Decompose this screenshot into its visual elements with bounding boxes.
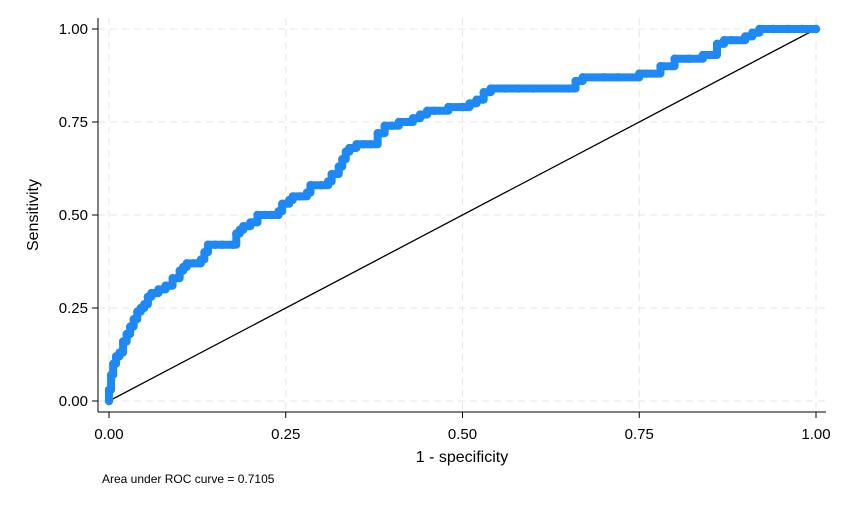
roc-point: [260, 210, 269, 220]
roc-point: [323, 177, 333, 186]
roc-point: [366, 140, 375, 149]
roc-point: [472, 95, 481, 104]
roc-point: [465, 99, 474, 108]
roc-point: [380, 121, 389, 130]
roc-point: [253, 210, 262, 220]
roc-point: [415, 110, 425, 119]
roc-point: [500, 84, 510, 93]
roc-point: [334, 162, 343, 171]
roc-point: [748, 28, 757, 37]
roc-point: [168, 274, 177, 283]
series-layer: [104, 24, 821, 406]
roc-point: [564, 84, 573, 93]
roc-point: [203, 240, 213, 249]
roc-point: [359, 140, 368, 149]
roc-point: [196, 255, 206, 264]
roc-point: [479, 88, 488, 97]
roc-point: [705, 50, 715, 60]
x-tick-label-2: 0.50: [448, 426, 477, 443]
roc-point: [529, 84, 538, 93]
roc-point: [129, 314, 138, 324]
x-tick-label-4: 1.00: [801, 426, 830, 443]
roc-point: [599, 73, 609, 82]
y-tick-label-0: 0.00: [59, 393, 88, 410]
roc-point: [698, 50, 708, 60]
roc-point: [458, 102, 467, 112]
roc-point: [306, 181, 315, 190]
roc-point: [274, 207, 283, 216]
roc-point: [154, 285, 163, 294]
roc-point: [228, 240, 237, 249]
roc-point: [783, 24, 792, 34]
y-axis-title: Sensitivity: [25, 179, 42, 251]
roc-point: [755, 24, 764, 34]
x-tick-label-0: 0.00: [94, 426, 123, 443]
roc-point: [182, 259, 191, 268]
y-tick-label-4: 1.00: [59, 21, 88, 38]
roc-point: [338, 155, 347, 164]
roc-point: [302, 188, 312, 197]
y-tick-label-2: 0.50: [59, 207, 88, 224]
roc-point: [394, 117, 404, 127]
roc-point: [486, 84, 495, 93]
roc-point: [719, 35, 729, 45]
roc-point: [422, 106, 432, 116]
roc-point: [122, 329, 131, 339]
roc-point: [741, 32, 750, 41]
roc-point: [267, 210, 276, 220]
x-tick-label-1: 0.25: [271, 426, 300, 443]
axes-layer: 0.00 0.25 0.50 0.75 1.00 0.00 0.25 0.50 0.75 1.00: [59, 18, 831, 443]
roc-point: [387, 121, 396, 130]
roc-point: [104, 396, 114, 406]
roc-point: [239, 221, 248, 231]
grid-layer: [98, 18, 826, 412]
roc-point: [345, 143, 354, 153]
roc-point: [578, 73, 587, 82]
roc-point: [373, 128, 382, 138]
roc-point: [514, 84, 524, 93]
roc-point: [769, 24, 778, 34]
roc-point: [115, 348, 124, 357]
roc-point: [288, 192, 298, 201]
y-tick-label-3: 0.75: [59, 114, 88, 131]
roc-point: [613, 73, 623, 82]
roc-point: [430, 106, 439, 116]
roc-point: [571, 76, 580, 86]
roc-point: [189, 259, 199, 268]
roc-point: [797, 24, 807, 34]
roc-point: [656, 61, 665, 71]
roc-point: [161, 281, 170, 290]
roc-point: [217, 240, 227, 249]
roc-point: [327, 169, 336, 179]
reference-line: [108, 28, 817, 402]
roc-point: [670, 54, 679, 63]
roc-point: [246, 218, 255, 227]
roc-point: [811, 24, 821, 34]
roc-point: [712, 39, 722, 49]
x-axis-title: 1 - specificity: [416, 449, 508, 466]
roc-point: [295, 192, 305, 201]
roc-point: [642, 69, 651, 78]
roc-point: [140, 300, 149, 309]
roc-point: [726, 35, 736, 45]
roc-point: [126, 322, 135, 331]
roc-point: [635, 69, 644, 78]
roc-point: [104, 385, 114, 395]
roc-point: [278, 199, 287, 209]
roc-point: [316, 181, 326, 190]
roc-point: [684, 54, 693, 63]
x-tick-label-3: 0.75: [625, 426, 654, 443]
roc-point: [106, 370, 116, 380]
roc-point: [118, 337, 128, 346]
roc-point: [444, 102, 453, 112]
roc-point: [408, 114, 418, 123]
roc-point: [109, 359, 118, 368]
roc-point: [200, 248, 209, 257]
auc-note: Area under ROC curve = 0.7105: [102, 472, 275, 486]
roc-point: [352, 140, 361, 149]
roc-points: [104, 24, 821, 406]
roc-point: [210, 240, 220, 249]
y-tick-label-1: 0.25: [59, 300, 88, 317]
